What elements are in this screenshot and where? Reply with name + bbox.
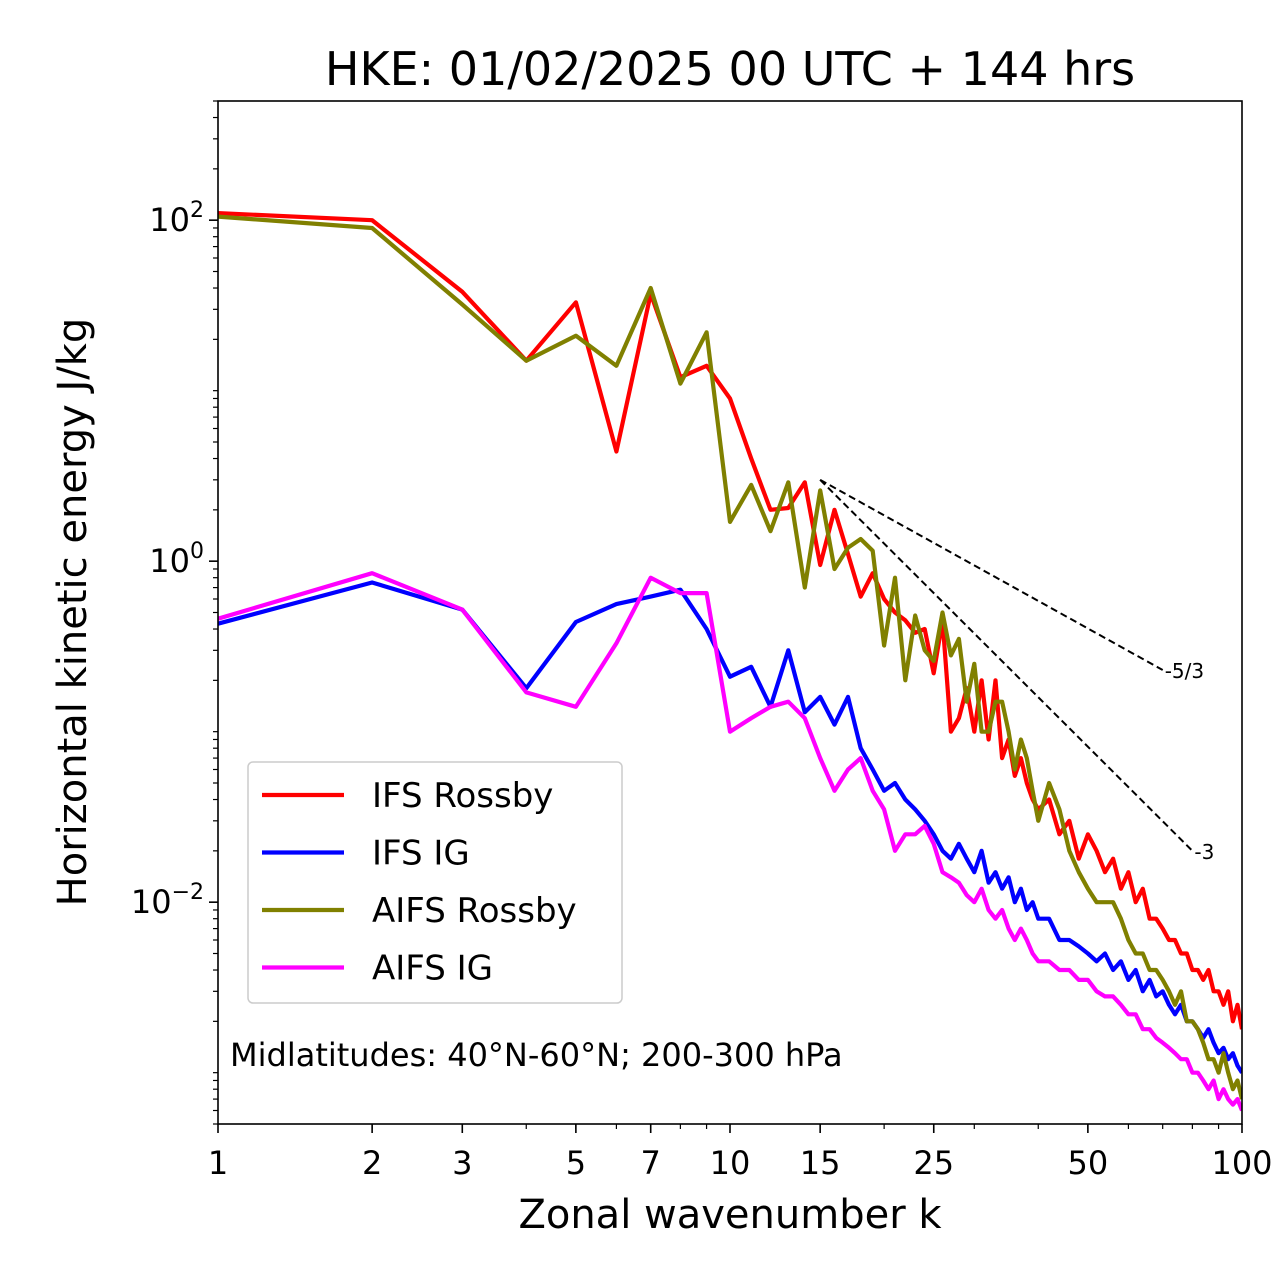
chart-title: HKE: 01/02/2025 00 UTC + 144 hrs	[325, 42, 1135, 96]
x-tick-label: 2	[362, 1144, 382, 1182]
series-line-aifs-ig	[218, 571, 1242, 1112]
x-axis-label: Zonal wavenumber k	[518, 1192, 942, 1238]
reference-slope-label: -5/3	[1165, 659, 1204, 683]
region-annotation: Midlatitudes: 40°N-60°N; 200-300 hPa	[230, 1036, 843, 1074]
series-lines	[218, 211, 1242, 1112]
x-tick-label: 3	[452, 1144, 472, 1182]
legend: IFS Rossby IFS IG AIFS Rossby AIFS IG	[247, 761, 623, 1004]
legend-box	[247, 761, 623, 1004]
x-tick-label: 7	[641, 1144, 661, 1182]
y-axis: 102 100 10−2	[131, 100, 218, 1125]
x-axis: 1 2 3 5 7 10 15 25 50 100	[208, 1124, 1273, 1182]
x-tick-label: 50	[1068, 1144, 1109, 1182]
x-tick-label: 100	[1211, 1144, 1272, 1182]
y-tick-label: 102	[149, 198, 204, 239]
y-axis-label: Horizontal kinetic energy J/kg	[50, 318, 96, 907]
x-tick-label: 25	[913, 1144, 954, 1182]
x-tick-label: 1	[208, 1144, 228, 1182]
legend-label: IFS Rossby	[372, 776, 553, 816]
y-tick-label: 10−2	[131, 880, 204, 921]
reference-slope-label: -3	[1194, 840, 1214, 864]
x-tick-label: 10	[710, 1144, 751, 1182]
x-tick-label: 5	[566, 1144, 586, 1182]
x-tick-label: 15	[800, 1144, 841, 1182]
y-tick-label: 100	[149, 539, 204, 580]
legend-label: AIFS Rossby	[372, 891, 577, 931]
legend-label: AIFS IG	[372, 949, 493, 989]
legend-label: IFS IG	[372, 834, 470, 874]
series-line-aifs-rossby	[218, 214, 1242, 1100]
